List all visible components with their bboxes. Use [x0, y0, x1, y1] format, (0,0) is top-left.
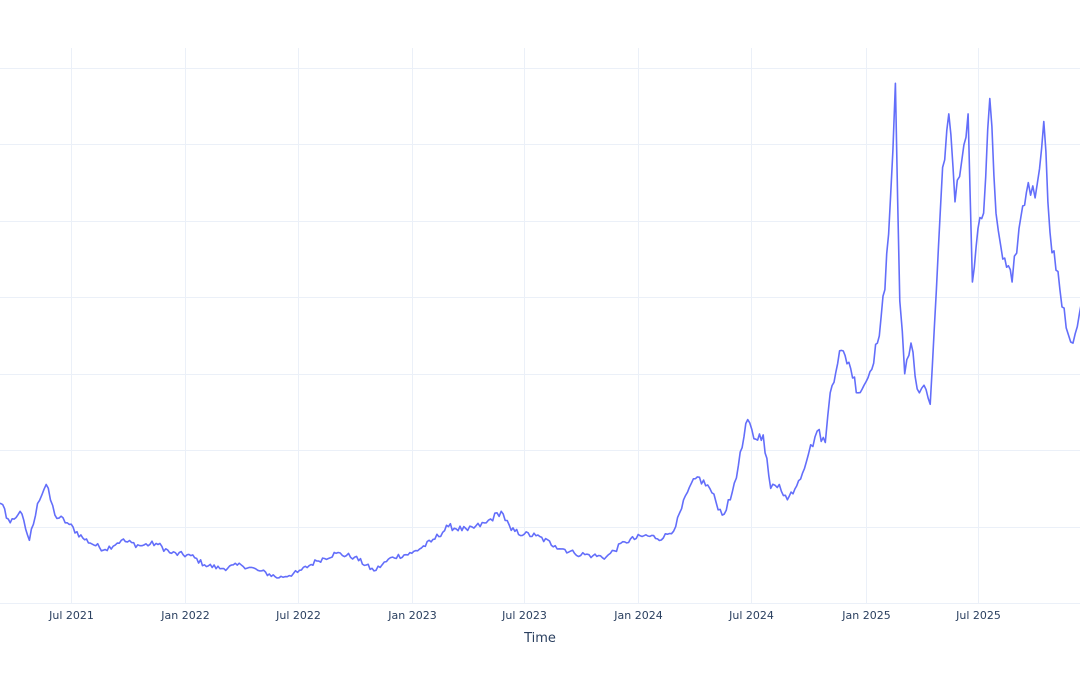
x-gridlines: [71, 48, 979, 603]
x-tick-label: Jul 2025: [955, 609, 1001, 622]
x-tick-label: Jan 2024: [613, 609, 662, 622]
x-tick-label: Jan 2022: [160, 609, 209, 622]
series-line-0: [0, 82, 1080, 579]
x-tick-label: Jan 2023: [387, 609, 436, 622]
x-tick-label: Jul 2021: [48, 609, 94, 622]
y-gridlines: [0, 68, 1080, 604]
x-tick-labels: Jul 2021 Jan 2022 Jul 2022 Jan 2023 Jul 2023…: [48, 609, 1001, 622]
x-axis-title: Time: [523, 631, 556, 646]
x-tick-label: Jul 2023: [501, 609, 547, 622]
x-tick-label: Jul 2022: [275, 609, 321, 622]
x-tick-label: Jan 2025: [841, 609, 890, 622]
x-tick-label: Jul 2024: [728, 609, 774, 622]
series-layer: [0, 82, 1080, 579]
